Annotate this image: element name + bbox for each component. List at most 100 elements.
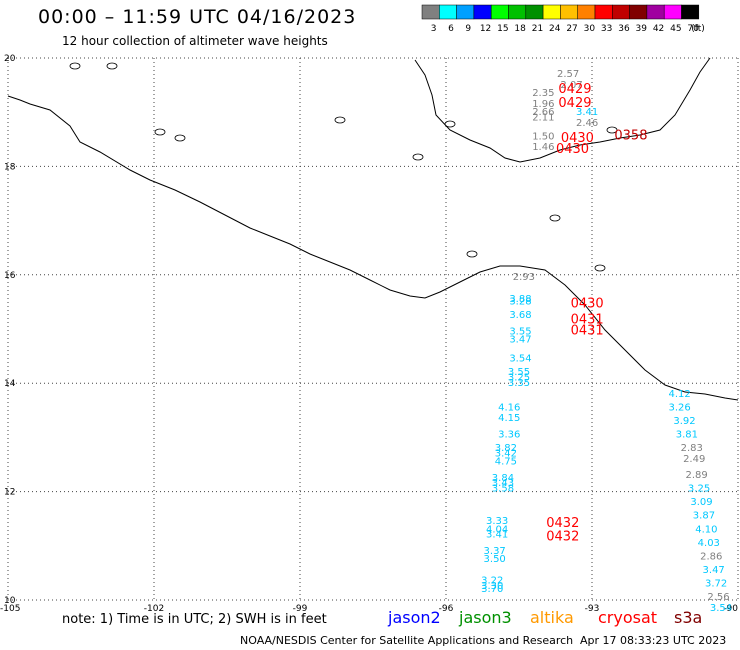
swh-label: 3.54 bbox=[710, 603, 732, 614]
legend-swatch bbox=[439, 4, 457, 20]
legend-jason2: jason2 bbox=[388, 608, 441, 627]
time-label: 0432 bbox=[546, 516, 579, 531]
map-subtitle: 12 hour collection of altimeter wave hei… bbox=[62, 34, 328, 48]
swh-label: 2.86 bbox=[700, 551, 722, 562]
swh-label: 3.35 bbox=[508, 378, 530, 389]
legend-bin-label: 9 bbox=[465, 24, 471, 34]
swh-label: 2.11 bbox=[532, 112, 554, 123]
gulf-coastline bbox=[414, 57, 711, 163]
lon-tick-label: -93 bbox=[585, 604, 600, 614]
legend-swatch bbox=[594, 4, 613, 20]
swh-label: 2.57 bbox=[557, 69, 579, 80]
swh-label: 1.46 bbox=[532, 142, 554, 153]
legend-bin-label: 21 bbox=[532, 24, 543, 34]
lon-tick-label: -102 bbox=[144, 604, 164, 614]
swh-label: 3.37 bbox=[484, 546, 506, 557]
swh-label: 3.42 bbox=[495, 448, 517, 459]
swh-label: 2.89 bbox=[686, 470, 708, 481]
legend-bin-label: 18 bbox=[514, 24, 526, 34]
legend-bin-label: 45 bbox=[670, 24, 681, 34]
legend-swatch bbox=[490, 4, 509, 20]
lake-outline bbox=[466, 250, 478, 258]
legend-bin-label: 6 bbox=[448, 24, 454, 34]
legend-swatch bbox=[612, 4, 630, 20]
legend-bin-label: 30 bbox=[584, 24, 596, 34]
lat-tick-label: 14 bbox=[4, 379, 16, 389]
lat-tick-label: 16 bbox=[4, 271, 16, 281]
swh-label: 3.33 bbox=[486, 516, 508, 527]
map-title: 00:00 – 11:59 UTC 04/16/2023 bbox=[38, 6, 357, 28]
swh-label: 3.87 bbox=[693, 511, 715, 522]
lake-outline bbox=[106, 62, 118, 70]
legend-swatch bbox=[560, 4, 578, 20]
swh-label: 4.04 bbox=[486, 524, 508, 535]
legend-bin-label: 70 bbox=[687, 24, 699, 34]
swh-label: 4.12 bbox=[668, 389, 690, 400]
lat-tick-label: 10 bbox=[4, 596, 16, 606]
legend-swatch bbox=[577, 4, 596, 20]
time-label: 0431 bbox=[571, 313, 604, 328]
time-label: 0430 bbox=[561, 131, 594, 146]
lon-tick-label: -105 bbox=[0, 604, 20, 614]
swh-label: 3.26 bbox=[668, 402, 690, 413]
swh-label: 3.84 bbox=[492, 473, 514, 484]
swh-label: 3.09 bbox=[690, 497, 712, 508]
lat-tick-label: 20 bbox=[4, 54, 16, 64]
swh-label: 3.92 bbox=[673, 416, 695, 427]
lake-outline bbox=[334, 116, 346, 124]
lake-outline bbox=[594, 264, 606, 272]
lake-outline bbox=[69, 62, 81, 70]
time-label: 0358 bbox=[614, 128, 647, 143]
legend-swatch bbox=[646, 4, 665, 20]
swh-label: 2.83 bbox=[681, 443, 703, 454]
legend-cryosat: cryosat bbox=[598, 608, 658, 627]
time-label: 0429 bbox=[558, 82, 591, 97]
legend-swatch bbox=[456, 4, 475, 20]
time-label: 0431 bbox=[571, 323, 604, 338]
legend-swatch bbox=[421, 4, 440, 20]
swh-label: 3.70 bbox=[481, 584, 503, 595]
legend-bin-label: 42 bbox=[653, 24, 664, 34]
swh-label: 1.50 bbox=[532, 131, 554, 142]
legend-bin-label: 33 bbox=[601, 24, 612, 34]
legend-swatch bbox=[525, 4, 544, 20]
swh-label: 3.88 bbox=[509, 294, 531, 305]
legend-jason3: jason3 bbox=[459, 608, 512, 627]
swh-label: 2.93 bbox=[513, 272, 535, 283]
legend-bin-label: 27 bbox=[566, 24, 577, 34]
lake-outline bbox=[154, 128, 166, 136]
legend-swatch bbox=[473, 4, 492, 20]
swh-label: 3.22 bbox=[481, 576, 503, 587]
swh-label: 3.54 bbox=[509, 354, 531, 365]
legend-bin-label: 24 bbox=[549, 24, 561, 34]
swh-label: 2.07 bbox=[560, 80, 582, 91]
time-label: 0430 bbox=[571, 296, 604, 311]
swh-label: 4.75 bbox=[495, 457, 517, 468]
swh-label: 3.55 bbox=[509, 326, 531, 337]
swh-label: 3.68 bbox=[509, 310, 531, 321]
lake-outline bbox=[606, 126, 618, 134]
swh-label: 4.16 bbox=[498, 402, 520, 413]
swh-label: 2.46 bbox=[576, 118, 598, 129]
swh-label: 2.66 bbox=[532, 107, 554, 118]
swh-label: 4.10 bbox=[695, 524, 717, 535]
swh-label: 2.56 bbox=[707, 592, 729, 603]
credit-text: NOAA/NESDIS Center for Satellite Applica… bbox=[240, 634, 574, 647]
time-label: 0429 bbox=[558, 96, 591, 111]
swh-label: 2.49 bbox=[683, 454, 705, 465]
swh-label: 3.36 bbox=[498, 429, 520, 440]
swh-label: 3.72 bbox=[705, 578, 727, 589]
swh-label: 3.28 bbox=[509, 297, 531, 308]
legend-bin-label: 36 bbox=[618, 24, 630, 34]
footer-note: note: 1) Time is in UTC; 2) SWH is in fe… bbox=[62, 612, 327, 627]
timestamp-text: Apr 17 08:33:23 UTC 2023 bbox=[580, 634, 727, 647]
lon-tick-label: -90 bbox=[723, 604, 738, 614]
legend-altika: altika bbox=[530, 608, 574, 627]
swh-label: 3.55 bbox=[508, 367, 530, 378]
swh-label: 1.96 bbox=[532, 99, 554, 110]
legend-swatch bbox=[663, 4, 682, 20]
swh-label: 3.41 bbox=[486, 530, 508, 541]
legend-swatch bbox=[508, 4, 527, 20]
swh-label: 3.50 bbox=[484, 554, 506, 565]
